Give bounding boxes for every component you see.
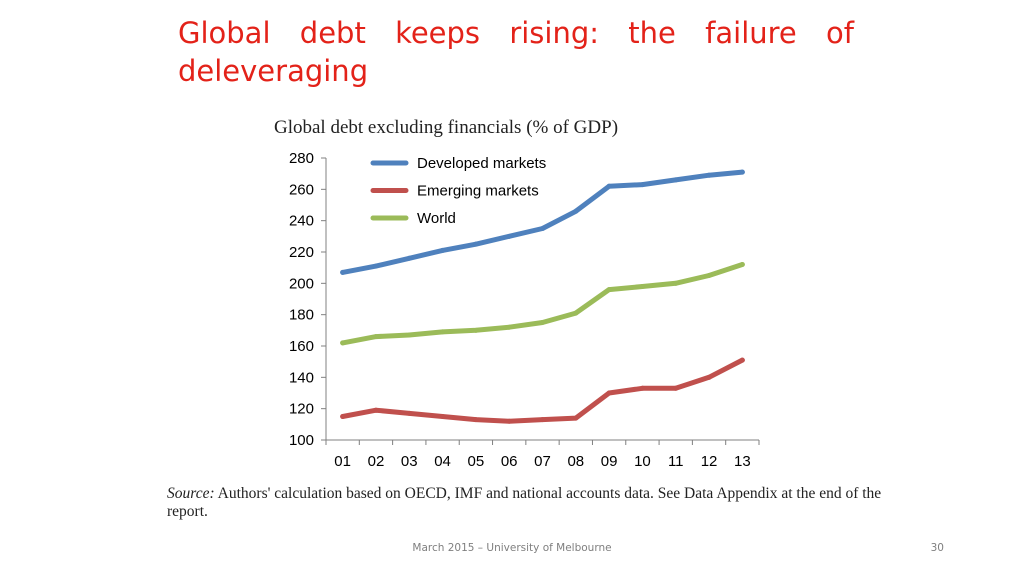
data-point xyxy=(406,410,412,416)
y-tick-label: 140 xyxy=(289,369,314,386)
legend-label: Developed markets xyxy=(417,155,546,172)
legend-label: Emerging markets xyxy=(417,183,539,200)
x-tick-label: 02 xyxy=(368,453,385,470)
data-point xyxy=(606,390,612,396)
chart-legend: Developed markets Emerging markets World xyxy=(370,155,546,227)
data-point xyxy=(440,329,446,335)
x-tick-label: 08 xyxy=(567,453,584,470)
data-point xyxy=(506,418,512,424)
data-point xyxy=(639,182,645,188)
data-point xyxy=(540,226,545,231)
data-point xyxy=(373,263,379,269)
source-text: Authors' calculation based on OECD, IMF … xyxy=(167,485,882,520)
data-point xyxy=(739,169,745,175)
y-tick-label: 200 xyxy=(289,275,314,292)
x-tick-label: 09 xyxy=(601,453,618,470)
data-point xyxy=(340,269,346,275)
source-note: Source: Authors' calculation based on OE… xyxy=(167,485,889,521)
x-tick-label: 10 xyxy=(634,453,651,470)
slide-footer: March 2015 – University of Melbourne 30 xyxy=(0,542,1024,558)
slide-title: Global debt keeps rising: the failure of… xyxy=(178,16,854,88)
data-point xyxy=(440,247,446,253)
data-point xyxy=(706,374,712,380)
y-tick-label: 280 xyxy=(289,150,314,167)
data-point xyxy=(440,414,446,419)
y-tick-label: 180 xyxy=(289,307,314,324)
chart-series xyxy=(340,169,745,424)
x-tick-label: 13 xyxy=(734,453,751,470)
data-point xyxy=(673,177,679,183)
data-point xyxy=(739,357,745,363)
data-point xyxy=(573,208,579,214)
data-point xyxy=(340,414,346,419)
data-point xyxy=(606,183,612,189)
y-tick-label: 100 xyxy=(289,432,314,449)
footer-text: March 2015 – University of Melbourne xyxy=(412,542,612,554)
data-point xyxy=(706,273,712,278)
data-point xyxy=(473,327,479,333)
data-point xyxy=(373,407,379,413)
x-tick-label: 12 xyxy=(701,453,718,470)
y-tick-label: 240 xyxy=(289,213,314,230)
series-line xyxy=(340,169,745,275)
data-point xyxy=(606,287,612,293)
y-tick-label: 220 xyxy=(289,244,314,261)
data-point xyxy=(706,172,712,178)
data-point xyxy=(473,241,479,247)
data-point xyxy=(639,283,645,289)
x-tick-label: 11 xyxy=(668,453,684,470)
data-point xyxy=(506,233,512,239)
page-number: 30 xyxy=(930,542,944,554)
data-point xyxy=(506,324,512,330)
data-point xyxy=(373,334,379,340)
y-tick-label: 260 xyxy=(289,181,314,198)
data-point xyxy=(673,385,679,391)
chart-title: Global debt excluding financials (% of G… xyxy=(274,117,618,138)
line-chart-svg: Global debt excluding financials (% of G… xyxy=(274,117,760,470)
data-point xyxy=(673,280,679,286)
x-tick-label: 04 xyxy=(434,453,451,470)
x-tick-label: 07 xyxy=(534,453,551,470)
data-point xyxy=(406,255,412,261)
data-point xyxy=(739,262,745,268)
chart-axes: 100 120 140 160 180 200 220 240 260 280 01 02 03 04 05… xyxy=(289,150,760,470)
data-point xyxy=(340,340,346,346)
data-point xyxy=(540,417,545,423)
series-line xyxy=(340,357,745,424)
chart: Global debt excluding financials (% of G… xyxy=(260,108,780,478)
data-point xyxy=(573,415,579,421)
x-tick-label: 01 xyxy=(334,453,351,470)
x-tick-label: 06 xyxy=(501,453,518,470)
x-tick-label: 05 xyxy=(468,453,485,470)
data-point xyxy=(573,310,579,316)
data-point xyxy=(406,332,412,338)
data-point xyxy=(639,385,645,391)
legend-label: World xyxy=(417,210,456,227)
data-point xyxy=(540,320,545,325)
series-line xyxy=(340,262,745,346)
data-point xyxy=(473,417,479,423)
x-tick-label: 03 xyxy=(401,453,418,470)
source-prefix: Source: xyxy=(167,485,215,502)
y-tick-label: 120 xyxy=(289,401,314,418)
y-tick-label: 160 xyxy=(289,338,314,355)
